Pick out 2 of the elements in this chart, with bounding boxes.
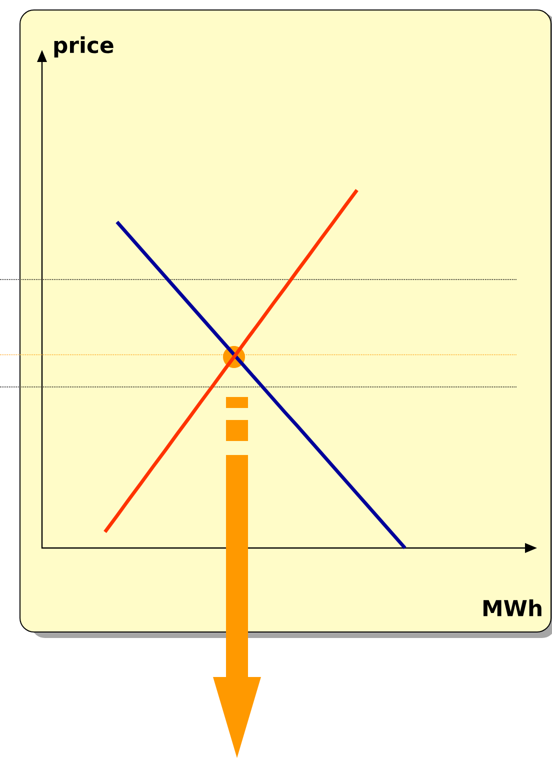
x-axis-title: MWh — [484, 599, 542, 616]
text: price — [54, 36, 114, 58]
